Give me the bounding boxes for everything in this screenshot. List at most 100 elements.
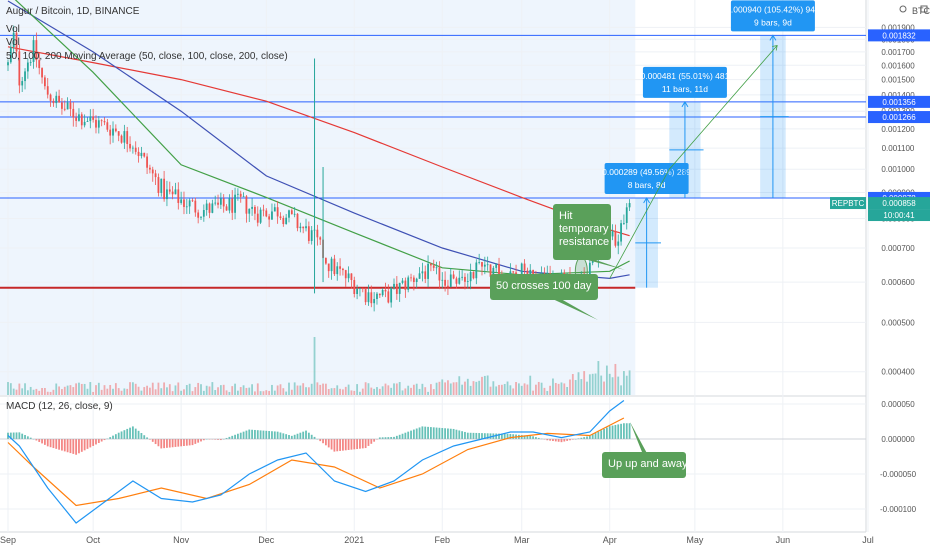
price-tick-label: 0.001200 [881, 125, 915, 134]
volume-bar [506, 381, 509, 395]
price-badge-time: 10:00:41 [883, 211, 915, 220]
volume-bar [475, 381, 478, 395]
volume-bar [157, 382, 160, 395]
price-tick-label: 0.001900 [881, 23, 915, 32]
volume-bar [381, 386, 384, 395]
macd-histogram-bar [293, 434, 296, 439]
candle [237, 193, 239, 195]
lock-icon[interactable] [899, 5, 907, 13]
volume-bar [535, 384, 537, 395]
volume-bar [146, 385, 148, 395]
macd-histogram-bar [404, 432, 407, 439]
macd-histogram-bar [109, 437, 112, 439]
macd-histogram-bar [245, 430, 248, 439]
macd-histogram-bar [566, 439, 569, 441]
macd-histogram-bar [387, 437, 390, 439]
macd-histogram-bar [339, 439, 341, 451]
volume-bar [557, 383, 560, 395]
volume-bar [591, 373, 594, 395]
candle [447, 285, 449, 287]
macd-histogram-bar [407, 431, 410, 439]
volume-bar [137, 386, 140, 395]
volume-bar [131, 382, 134, 395]
macd-histogram-bar [9, 432, 12, 439]
macd-histogram-bar [520, 435, 523, 439]
callout-ma-cross[interactable]: 50 crosses 100 day [490, 274, 598, 320]
price-badge-box [868, 29, 930, 42]
candle [464, 276, 466, 282]
macd-histogram-bar [134, 428, 137, 439]
projections[interactable]: 0.000289 (49.56%) 289 8 bars, 8d 0.000481 … [574, 0, 820, 288]
candle [35, 40, 38, 61]
macd-histogram-bar [180, 439, 183, 447]
price-tick-label: 0.001500 [881, 76, 915, 85]
candle [29, 61, 32, 63]
candle [290, 210, 293, 215]
volume-bar [398, 382, 401, 395]
callout-ma-cross-pointer [554, 300, 598, 320]
candle [424, 271, 427, 279]
volume-bar [537, 381, 540, 395]
macd-histogram-bar [412, 429, 415, 439]
candle [24, 71, 26, 82]
macd-histogram-bar [18, 432, 21, 439]
macd-histogram-bar [282, 433, 285, 439]
callout-macd[interactable]: Up up and away [602, 422, 688, 478]
macd-histogram-bar [194, 439, 197, 444]
volume-bar [86, 388, 89, 395]
candle [285, 217, 288, 225]
volume-bar [339, 388, 341, 395]
macd-histogram-bar [174, 439, 177, 447]
macd-histogram-bar [61, 439, 63, 451]
price-tick-label: 0.001400 [881, 91, 915, 100]
macd-histogram-bar [126, 428, 129, 439]
candle [188, 200, 191, 207]
volume-bar [350, 390, 353, 395]
price-badge-time-box [868, 209, 930, 222]
volume-bar [242, 385, 245, 395]
callout-ma-cross-box [490, 274, 598, 300]
candle [239, 193, 242, 197]
price-badge: 0.000858 10:00:41 REPBTC [830, 197, 930, 222]
candle [307, 226, 310, 241]
candle [412, 277, 415, 283]
macd-histogram-bar [143, 435, 146, 439]
candle [455, 278, 458, 284]
volume-bar [495, 386, 498, 395]
candle [129, 143, 131, 149]
candle [523, 263, 526, 271]
macd-histogram-bar [586, 436, 588, 439]
candle [483, 264, 486, 267]
candle [205, 203, 208, 211]
macd-histogram-bar [242, 431, 245, 439]
macd-histogram-bar [594, 433, 597, 439]
volume-bar [322, 383, 324, 395]
volume-bar [353, 390, 356, 395]
volume-bar [256, 383, 259, 395]
axes: 0.0019000.0018000.0017000.0016000.001500… [0, 5, 930, 545]
macd-histogram-bar [526, 435, 529, 439]
indicator-label-ma: 50, 100, 200 Moving Average (50, close, … [6, 51, 288, 62]
volume-bar [515, 382, 517, 395]
macd-histogram-bar [435, 427, 438, 439]
macd-histogram-bar [498, 433, 500, 439]
macd-histogram-bar [549, 439, 552, 441]
settings-icon[interactable] [920, 5, 928, 13]
candle [421, 271, 424, 274]
macd-histogram-bar [137, 430, 140, 439]
volume-bar [245, 387, 248, 395]
macd-histogram-bar [390, 437, 393, 439]
macd-histogram-bar [188, 439, 191, 446]
volume-bar [15, 389, 18, 395]
macd-histogram-bar [560, 439, 563, 443]
macd-histogram-bar [239, 432, 242, 439]
macd-histogram-bar [324, 439, 327, 446]
macd-histogram-bar [557, 439, 560, 442]
candle [336, 266, 339, 275]
macd-histogram-bar [333, 439, 336, 452]
candle [259, 209, 262, 223]
volume-bar [600, 375, 603, 395]
